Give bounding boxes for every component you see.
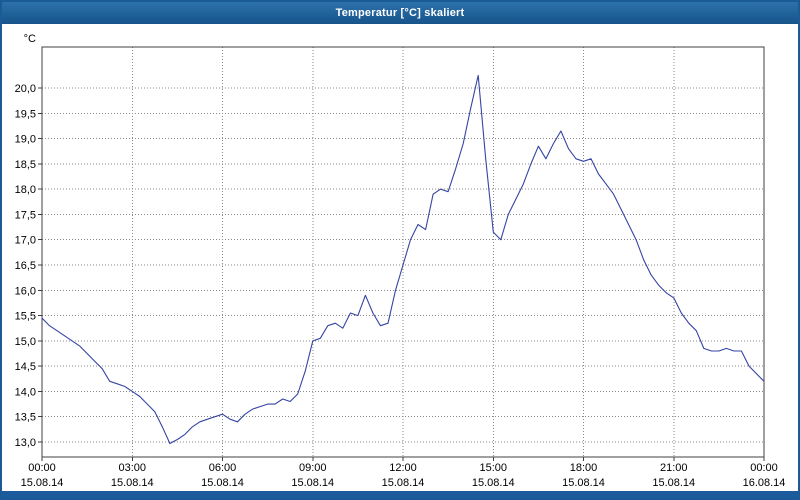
svg-text:15.08.14: 15.08.14 xyxy=(472,477,515,489)
svg-text:15.08.14: 15.08.14 xyxy=(201,477,244,489)
svg-text:19,5: 19,5 xyxy=(15,108,36,120)
window-title: Temperatur [°C] skaliert xyxy=(335,7,465,19)
svg-text:15.08.14: 15.08.14 xyxy=(562,477,605,489)
svg-text:06:00: 06:00 xyxy=(209,462,237,474)
svg-text:16,0: 16,0 xyxy=(15,285,36,297)
svg-text:18,5: 18,5 xyxy=(15,159,36,171)
svg-text:21:00: 21:00 xyxy=(660,462,688,474)
svg-text:14,0: 14,0 xyxy=(15,386,36,398)
svg-text:15.08.14: 15.08.14 xyxy=(111,477,154,489)
svg-text:16.08.14: 16.08.14 xyxy=(743,477,786,489)
svg-text:12:00: 12:00 xyxy=(389,462,417,474)
svg-text:18,0: 18,0 xyxy=(15,184,36,196)
svg-text:18:00: 18:00 xyxy=(570,462,598,474)
svg-text:°C: °C xyxy=(24,33,36,45)
svg-text:19,0: 19,0 xyxy=(15,134,36,146)
svg-text:15,0: 15,0 xyxy=(15,336,36,348)
svg-text:03:00: 03:00 xyxy=(118,462,146,474)
svg-text:15.08.14: 15.08.14 xyxy=(652,477,695,489)
svg-text:09:00: 09:00 xyxy=(299,462,327,474)
chart-area: 20,0 19,5 19,0 18,5 18,0 17,5 17,0 16,5 16,0 15,5… xyxy=(2,24,798,491)
svg-text:13,0: 13,0 xyxy=(15,437,36,449)
svg-text:16,5: 16,5 xyxy=(15,260,36,272)
svg-text:17,0: 17,0 xyxy=(15,235,36,247)
svg-text:00:00: 00:00 xyxy=(28,462,56,474)
window-footer xyxy=(2,491,798,498)
svg-text:20,0: 20,0 xyxy=(15,83,36,95)
svg-text:15.08.14: 15.08.14 xyxy=(291,477,334,489)
svg-text:15.08.14: 15.08.14 xyxy=(382,477,425,489)
svg-text:00:00: 00:00 xyxy=(750,462,778,474)
svg-text:15:00: 15:00 xyxy=(479,462,507,474)
svg-text:13,5: 13,5 xyxy=(15,412,36,424)
svg-text:15.08.14: 15.08.14 xyxy=(21,477,64,489)
window-titlebar[interactable]: Temperatur [°C] skaliert xyxy=(2,2,798,24)
svg-text:17,5: 17,5 xyxy=(15,209,36,221)
temperature-chart: 20,0 19,5 19,0 18,5 18,0 17,5 17,0 16,5 16,0 15,5… xyxy=(15,33,786,489)
svg-text:15,5: 15,5 xyxy=(15,311,36,323)
svg-text:14,5: 14,5 xyxy=(15,361,36,373)
